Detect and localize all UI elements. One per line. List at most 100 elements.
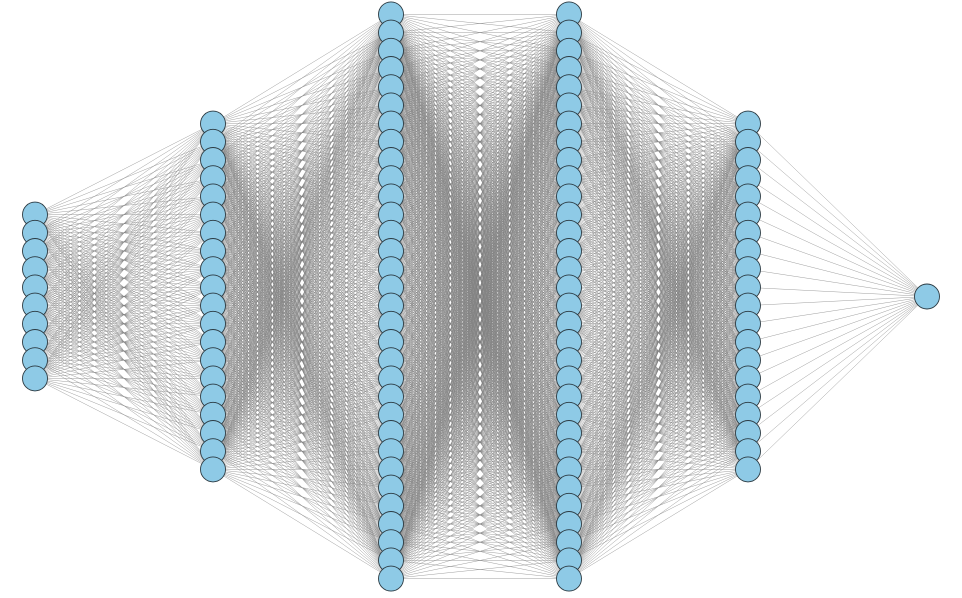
connection-edge xyxy=(34,123,214,361)
connection-edge xyxy=(568,123,749,288)
connection-edge xyxy=(390,360,570,579)
connection-edge xyxy=(212,414,392,470)
connection-edge xyxy=(212,14,392,197)
connection-edge xyxy=(568,123,749,197)
connection-edge xyxy=(390,14,570,33)
connection-edge xyxy=(568,196,749,579)
connection-edge xyxy=(747,268,928,297)
connection-edge xyxy=(212,14,392,179)
connection-edge xyxy=(34,123,214,270)
connection-edge xyxy=(34,359,214,379)
layer-connections-1-2 xyxy=(34,123,214,470)
connection-edge xyxy=(212,469,392,579)
connection-edge xyxy=(390,505,570,579)
connection-edge xyxy=(747,177,928,297)
connection-edge xyxy=(34,378,214,452)
connection-edge xyxy=(34,323,214,379)
connection-edge xyxy=(747,296,928,434)
connection-edge xyxy=(568,305,749,579)
connection-edge xyxy=(568,123,749,361)
connection-edge xyxy=(568,469,749,579)
connection-edge xyxy=(390,269,570,579)
connection-edge xyxy=(34,178,214,379)
connection-edge xyxy=(568,105,749,124)
connection-edge xyxy=(212,450,392,470)
connection-edge xyxy=(34,214,214,379)
connection-edge xyxy=(212,469,392,543)
connection-edge xyxy=(212,14,392,361)
connection-edge xyxy=(390,14,570,434)
connection-edge xyxy=(212,141,392,470)
connection-edge xyxy=(747,232,928,297)
connection-edge xyxy=(212,432,392,470)
connection-edge xyxy=(568,123,749,579)
connection-edge xyxy=(390,14,570,288)
neuron-node xyxy=(200,456,226,483)
connection-edge xyxy=(568,432,749,579)
connection-edge xyxy=(34,232,214,379)
connection-edge xyxy=(212,14,392,452)
connection-edge xyxy=(212,50,392,470)
connection-edge xyxy=(747,250,928,297)
connection-edge xyxy=(747,214,928,297)
connection-edge xyxy=(390,14,570,579)
connection-edge xyxy=(568,450,749,579)
connection-edge xyxy=(568,123,749,434)
connection-edge xyxy=(34,123,214,324)
connection-edge xyxy=(212,14,392,306)
connection-edge xyxy=(568,123,749,179)
connection-edge xyxy=(212,469,392,507)
connection-edge xyxy=(568,123,749,543)
connection-edge xyxy=(747,296,928,470)
connection-edge xyxy=(390,14,570,233)
connection-edge xyxy=(212,341,392,470)
connection-edge xyxy=(390,14,570,106)
connection-edge xyxy=(390,123,570,579)
connection-edge xyxy=(390,14,570,306)
connection-edge xyxy=(390,14,570,197)
connection-edge xyxy=(390,560,570,579)
connection-edge xyxy=(34,123,214,234)
connection-edge xyxy=(568,86,749,124)
connection-edge xyxy=(390,432,570,579)
connection-edge xyxy=(568,14,749,124)
connection-edge xyxy=(390,232,570,579)
connection-edge xyxy=(568,32,749,124)
connection-edge xyxy=(568,123,749,143)
connection-edge xyxy=(212,14,392,161)
connection-edge xyxy=(390,14,570,179)
neuron-nodes xyxy=(22,1,940,592)
connection-edge xyxy=(212,123,392,470)
connection-edge xyxy=(34,123,214,215)
connection-edge xyxy=(212,14,392,379)
connection-edge xyxy=(390,159,570,579)
connection-edge xyxy=(747,123,928,297)
connection-edge xyxy=(390,14,570,543)
connection-edge xyxy=(390,14,570,525)
connection-edge xyxy=(212,14,392,252)
connection-edge xyxy=(568,123,749,506)
connection-edge xyxy=(568,341,749,579)
connection-edge xyxy=(390,14,570,161)
connection-edge xyxy=(212,105,392,470)
connection-edge xyxy=(34,378,214,416)
connection-edge xyxy=(390,323,570,579)
connection-edge xyxy=(747,296,928,397)
connection-edge xyxy=(568,123,749,324)
connection-edge xyxy=(390,450,570,579)
connection-edge xyxy=(747,196,928,297)
connection-edge xyxy=(212,269,392,470)
connection-edge xyxy=(747,287,928,297)
layer-5 xyxy=(735,110,761,483)
layer-4 xyxy=(556,1,582,592)
connection-edge xyxy=(390,87,570,579)
connection-edge xyxy=(34,378,214,434)
connection-edge xyxy=(212,14,392,288)
connection-edge xyxy=(390,14,570,452)
connection-edge xyxy=(390,250,570,579)
connection-edge xyxy=(390,14,570,361)
connection-edge xyxy=(34,123,214,343)
layer-6 xyxy=(914,283,940,310)
connection-edge xyxy=(390,50,570,579)
connection-edge xyxy=(390,14,570,88)
